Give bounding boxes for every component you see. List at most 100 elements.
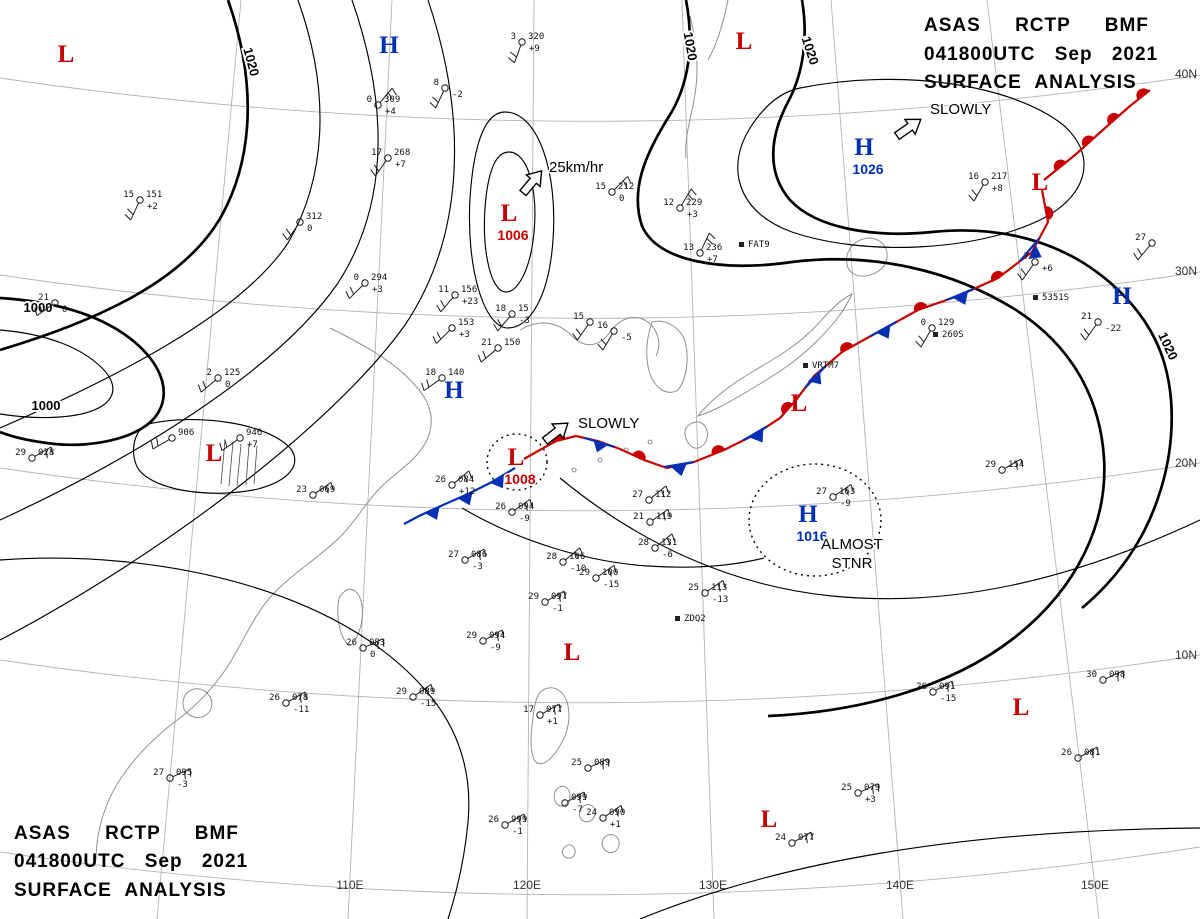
- isobar-label: 1000: [32, 398, 61, 413]
- station-circle: [136, 196, 144, 204]
- wind-barb-tick: [877, 783, 880, 792]
- pressure-center-letter: H: [379, 32, 399, 59]
- station-temperature: 23: [296, 485, 307, 495]
- ship-id: FAT9: [748, 240, 770, 250]
- cold-front-marker: [876, 325, 891, 339]
- station-plot: 0 294 +3: [345, 273, 387, 299]
- station-plot: 13 236 +7: [683, 232, 722, 265]
- warm-front-marker: [1045, 206, 1054, 221]
- station-pressure: 229: [686, 198, 702, 208]
- coastline: [579, 804, 596, 823]
- wind-barb: [681, 188, 692, 206]
- station-circle: [1074, 754, 1082, 762]
- station-temperature: 27: [816, 487, 827, 497]
- movement-arrow: [893, 118, 922, 141]
- station-plot: 28131-6: [638, 533, 677, 560]
- station-tendency: -15: [603, 580, 619, 590]
- latitude-label: 30N: [1175, 264, 1197, 278]
- pressure-center-letter: L: [1013, 694, 1030, 721]
- wind-barb: [485, 629, 503, 640]
- coastline: [696, 292, 854, 417]
- hatch-marks: [228, 441, 234, 487]
- station-pressure: 089: [594, 758, 610, 768]
- station-temperature: 29: [15, 448, 26, 458]
- wind-barb-tick: [478, 551, 481, 560]
- wind-barb-tick: [810, 831, 814, 840]
- cold-front-marker: [1028, 244, 1042, 260]
- warm-front-marker: [840, 342, 854, 353]
- wind-barb: [605, 804, 622, 817]
- longitude-line: [156, 0, 242, 919]
- station-tendency: -2: [452, 90, 463, 100]
- wind-barb: [514, 498, 531, 511]
- station-temperature: 29: [528, 592, 539, 602]
- cold-front-marker: [490, 474, 504, 489]
- station-plot: 18 140: [421, 368, 464, 392]
- wind-barb-tick: [202, 380, 207, 389]
- wind-barb: [707, 579, 724, 592]
- wind-barb-tick: [627, 176, 632, 184]
- station-circle: [479, 637, 487, 645]
- station-circle: [829, 493, 837, 501]
- station-tendency: -9: [490, 643, 501, 653]
- pressure-center-letter: L: [1032, 169, 1049, 196]
- warm-front-marker: [991, 271, 1004, 283]
- station-plot: 12 229 +3: [663, 188, 702, 220]
- wind-barb-tick: [1020, 268, 1027, 276]
- longitude-label: 150E: [1081, 878, 1109, 892]
- latitude-label: 10N: [1175, 648, 1197, 662]
- wind-barb-tick: [370, 169, 376, 177]
- wind-barb-tick: [189, 768, 192, 777]
- wind-barb-tick: [436, 331, 442, 340]
- wind-barb-tick: [50, 446, 54, 455]
- pressure-center-letter: L: [736, 28, 753, 55]
- station-pressure: 156: [461, 285, 477, 295]
- pressure-center-L: L: [791, 390, 808, 417]
- wind-barb-tick: [421, 382, 425, 391]
- station-plot: 26094-9: [495, 498, 534, 524]
- wind-barb-tick: [493, 323, 499, 332]
- wind-barb-tick: [304, 691, 308, 700]
- hatch-marks: [253, 445, 258, 485]
- wind-barb-tick: [600, 338, 607, 346]
- wind-barb: [221, 439, 238, 452]
- dotted-isobar: [748, 463, 882, 577]
- warm-front-marker: [711, 445, 726, 455]
- wind-barb-tick: [575, 328, 582, 336]
- station-circle: [929, 688, 937, 696]
- wind-barb-tick: [665, 485, 670, 494]
- wind-barb: [480, 349, 496, 363]
- wind-barb: [200, 379, 216, 393]
- pressure-center-L: L: [206, 440, 223, 467]
- station-temperature: 21: [481, 338, 492, 348]
- pressure-center-value: 1008: [504, 471, 535, 487]
- station-pressure: 309: [384, 95, 400, 105]
- warm-front-marker: [1107, 113, 1120, 125]
- wind-barb-tick: [706, 238, 713, 245]
- wind-barb: [547, 590, 565, 601]
- wind-barb: [651, 485, 667, 499]
- wind-barb: [860, 783, 879, 793]
- coastline: [561, 844, 576, 859]
- cold-front-marker: [593, 439, 609, 453]
- station-circle: [494, 344, 502, 352]
- pressure-center-L: L: [564, 639, 581, 666]
- warm-front-marker: [1136, 88, 1149, 100]
- pressure-center-letter: H: [798, 501, 818, 528]
- coastline: [707, 0, 729, 61]
- station-circle: [788, 839, 796, 847]
- station-temperature: 15: [123, 190, 134, 200]
- station-plot: 25 089: [571, 758, 610, 772]
- wind-barb-tick: [432, 336, 437, 344]
- station-plot: 27: [1133, 233, 1156, 261]
- station-temperature: 26: [435, 475, 446, 485]
- latitude-label: 40N: [1175, 67, 1197, 81]
- wind-barb-tick: [518, 816, 521, 825]
- station-circle: [374, 101, 382, 109]
- wind-barb: [436, 329, 451, 344]
- wind-barb-tick: [382, 638, 385, 647]
- station-temperature: 18: [425, 368, 436, 378]
- wind-barb-tick: [219, 442, 223, 451]
- station-circle: [561, 799, 569, 807]
- station-tendency: +3: [372, 285, 383, 295]
